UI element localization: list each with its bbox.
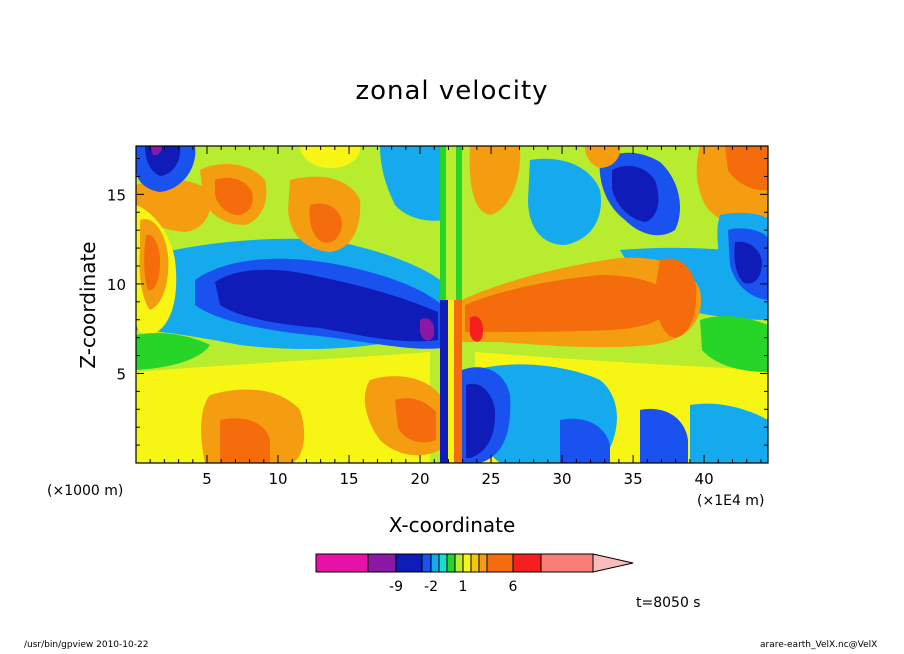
y-tick-label: 5 [116, 365, 126, 383]
y-tick-label: 10 [107, 276, 126, 294]
x-tick-label: 20 [410, 470, 429, 488]
y-axis-ticks: 5 10 15 [107, 158, 768, 446]
contour-field [136, 146, 768, 463]
footer-left: /usr/bin/gpview 2010-10-22 [24, 640, 149, 650]
colorbar-swatch [395, 553, 423, 573]
x-tick-label: 10 [268, 470, 287, 488]
colorbar-swatch [430, 553, 440, 573]
colorbar-swatch [540, 553, 594, 573]
x-tick-label: 30 [553, 470, 572, 488]
time-label: t=8050 s [636, 595, 701, 611]
colorbar-swatch [446, 553, 456, 573]
colorbar-swatch [315, 553, 369, 573]
footer-right: arare-earth_VelX.nc@VelX [760, 640, 878, 650]
colorbar-tick-label: 6 [509, 579, 518, 595]
x-tick-label: 25 [482, 470, 501, 488]
x-tick-label: 35 [624, 470, 643, 488]
x-axis-unit-right: (×1E4 m) [697, 493, 765, 509]
colorbar-swatch [421, 553, 432, 573]
colorbar-tick-label: -2 [424, 579, 438, 595]
colorbar-swatch [470, 553, 480, 573]
colorbar-swatch [486, 553, 514, 573]
colorbar-swatch [438, 553, 448, 573]
colorbar-tick-label: -9 [389, 579, 403, 595]
chart-title: zonal velocity [355, 76, 549, 106]
colorbar-swatch [512, 553, 542, 573]
x-axis-ticks: 5 10 15 20 25 30 35 40 [149, 146, 762, 488]
colorbar-tick-label: 1 [459, 579, 468, 595]
colorbar-swatch [367, 553, 397, 573]
x-axis-unit-left: (×1000 m) [47, 483, 124, 499]
colorbar-swatch [462, 553, 472, 573]
colorbar-extend-arrow [592, 553, 634, 573]
x-tick-label: 40 [695, 470, 714, 488]
colorbar: -9 -2 1 6 [315, 553, 634, 595]
colorbar-swatch [454, 553, 464, 573]
x-axis-label: X-coordinate [388, 513, 516, 537]
plot-frame [135, 145, 769, 464]
x-tick-label: 5 [202, 470, 212, 488]
x-tick-label: 15 [339, 470, 358, 488]
colorbar-swatch [478, 553, 488, 573]
y-tick-label: 15 [107, 186, 126, 204]
